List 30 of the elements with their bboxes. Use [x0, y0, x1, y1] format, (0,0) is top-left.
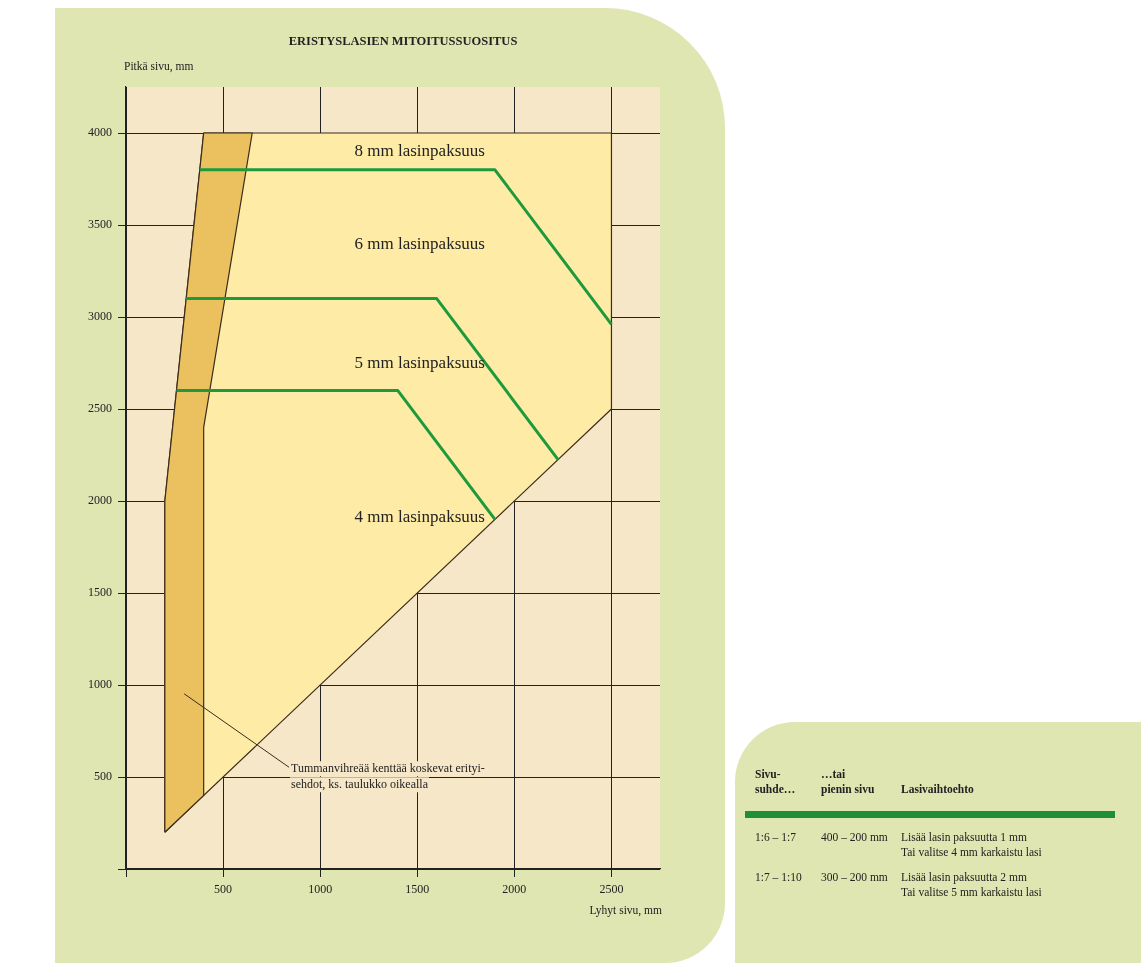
- y-tick-label: 1500: [88, 585, 112, 600]
- x-tick-label: 2500: [599, 882, 624, 897]
- x-tick-label: 2000: [502, 882, 527, 897]
- y-tick-label: 500: [94, 769, 112, 784]
- y-tick-label: 3000: [88, 309, 112, 324]
- text: 1:7 – 1:10: [755, 870, 803, 885]
- y-tick-label: 2500: [88, 401, 112, 416]
- text: Lasivaihtoehto: [901, 782, 975, 797]
- annotation: 8 mm lasinpaksuus: [354, 141, 485, 161]
- x-tick-label: 1500: [405, 882, 430, 897]
- x-tick-label: 500: [214, 882, 233, 897]
- text: 300 – 200 mm: [821, 870, 889, 885]
- annotation: 4 mm lasinpaksuus: [354, 507, 485, 527]
- x-axis-title: Lyhyt sivu, mm: [589, 904, 663, 917]
- annotation: 5 mm lasinpaksuus: [354, 352, 485, 372]
- text: 400 – 200 mm: [821, 830, 889, 845]
- annotation: Tummanvihreää kenttää koskevat erityi- sehdot, ks. taulukko oikealla: [291, 761, 485, 792]
- text: …tai pienin sivu: [821, 767, 876, 797]
- y-axis-title: Pitkä sivu, mm: [124, 60, 194, 73]
- text: Sivu- suhde…: [755, 767, 797, 797]
- y-tick-label: 2000: [88, 493, 112, 508]
- x-tick-label: 1000: [308, 882, 333, 897]
- text: Lisää lasin paksuutta 2 mm Tai valitse 5 mm karkaistu lasi: [901, 870, 1043, 900]
- text: 1:6 – 1:7: [755, 830, 797, 845]
- chart-title: ERISTYSLASIEN MITOITUSSUOSITUS: [288, 34, 518, 48]
- y-tick-label: 3500: [88, 217, 112, 232]
- y-tick-label: 4000: [88, 125, 112, 140]
- y-tick-label: 1000: [88, 677, 112, 692]
- text: Lisää lasin paksuutta 1 mm Tai valitse 4 mm karkaistu lasi: [901, 830, 1043, 860]
- annotation: 6 mm lasinpaksuus: [354, 234, 485, 254]
